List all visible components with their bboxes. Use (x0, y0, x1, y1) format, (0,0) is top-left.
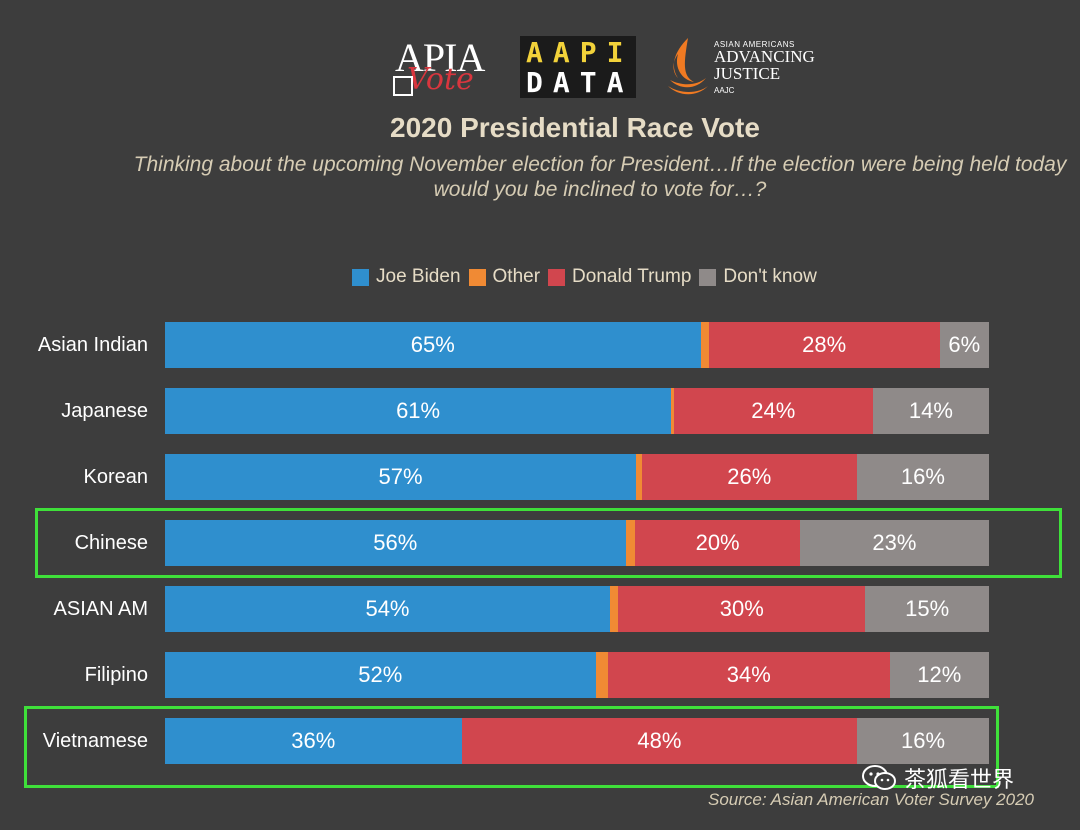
legend-label: Other (492, 266, 541, 287)
wechat-icon (862, 765, 896, 790)
aapi-data-logo: AAPI DATA (520, 36, 636, 98)
data-label: 26% (727, 464, 772, 489)
highlight-box (35, 508, 1062, 578)
bar-segment-donald-trump (618, 586, 866, 632)
bar-segment-joe-biden (165, 454, 637, 500)
data-label: 36% (291, 728, 336, 753)
category-label: Korean (83, 466, 149, 488)
data-label: 34% (726, 662, 771, 687)
legend-swatch (352, 268, 369, 286)
legend-item-joe-biden: Joe Biden (352, 266, 461, 288)
bar-segment-don-t-know (799, 520, 989, 566)
chart-legend: Joe Biden Other Donald Trump Don't know (352, 266, 825, 288)
bar-segment-other (595, 652, 609, 698)
data-label: 48% (637, 728, 682, 753)
bar-segment-other (671, 388, 674, 434)
bar-segment-other (609, 586, 619, 632)
bar-segment-donald-trump (608, 652, 890, 698)
data-label: 6% (948, 332, 981, 357)
bar-segment-don-t-know (865, 586, 989, 632)
source-note: Source: Asian American Voter Survey 2020 (708, 790, 1034, 809)
data-label: 28% (802, 332, 847, 357)
bar-segment-don-t-know (856, 454, 989, 500)
bar-segment-donald-trump (461, 718, 858, 764)
category-label: Vietnamese (42, 730, 148, 752)
legend-item-other: Other (468, 266, 541, 288)
bar-segment-other (636, 454, 642, 500)
category-label: Filipino (84, 664, 148, 686)
bar-segment-don-t-know (872, 388, 989, 434)
chart-title: 2020 Presidential Race Vote (390, 112, 760, 143)
bar-segment-don-t-know (889, 652, 989, 698)
bar-segment-joe-biden (165, 388, 672, 434)
chart-subtitle: Thinking about the upcoming November ele… (133, 153, 1067, 201)
bar-segment-joe-biden (165, 718, 462, 764)
data-label: 23% (872, 530, 917, 555)
category-label: Chinese (74, 532, 148, 554)
data-label: 54% (365, 596, 410, 621)
data-label: 24% (751, 398, 796, 423)
category-label: ASIAN AM (53, 598, 148, 620)
bar-segment-donald-trump (635, 520, 800, 566)
data-label: 16% (900, 464, 945, 489)
category-label: Asian Indian (37, 334, 148, 356)
data-label: 52% (358, 662, 403, 687)
checkbox-icon (393, 76, 413, 96)
data-label: 56% (373, 530, 418, 555)
bar-segment-don-t-know (857, 718, 989, 764)
bar-segment-donald-trump (708, 322, 940, 368)
data-label: 16% (901, 728, 946, 753)
data-label: 30% (719, 596, 764, 621)
watermark-text: 茶狐看世界 (904, 768, 1015, 793)
data-label: 12% (917, 662, 962, 687)
bar-segment-joe-biden (165, 586, 610, 632)
bar-segment-joe-biden (165, 322, 701, 368)
data-label: 15% (905, 596, 950, 621)
legend-label: Don't know (723, 266, 817, 287)
data-label: 20% (695, 530, 740, 555)
legend-label: Joe Biden (376, 266, 461, 287)
bar-segment-joe-biden (165, 652, 596, 698)
bar-segment-donald-trump (673, 388, 873, 434)
bar-segment-other (700, 322, 709, 368)
flame-icon (668, 38, 708, 95)
logo-row: APIA Vote AAPI DATA ASIAN AMERICANS ADVA… (0, 34, 1080, 104)
apia-vote-logo: APIA Vote (393, 35, 485, 97)
legend-item-don-t-know: Don't know (699, 266, 817, 288)
legend-label: Donald Trump (572, 266, 692, 287)
data-label: 57% (378, 464, 423, 489)
category-label: Japanese (61, 400, 148, 422)
bar-segment-joe-biden (165, 520, 626, 566)
legend-swatch (468, 268, 486, 286)
data-label: 14% (908, 398, 953, 423)
legend-swatch (548, 268, 566, 286)
highlight-box (24, 706, 999, 788)
bar-segment-donald-trump (641, 454, 857, 500)
legend-item-donald-trump: Donald Trump (548, 266, 691, 288)
bar-segment-don-t-know (939, 322, 989, 368)
legend-swatch (699, 268, 717, 286)
bar-segment-other (625, 520, 636, 566)
aajc-logo: ASIAN AMERICANS ADVANCING JUSTICE AAJC (664, 36, 834, 100)
data-label: 61% (396, 398, 441, 423)
data-label: 65% (410, 332, 455, 357)
watermark: 茶狐看世界 (862, 762, 1014, 794)
